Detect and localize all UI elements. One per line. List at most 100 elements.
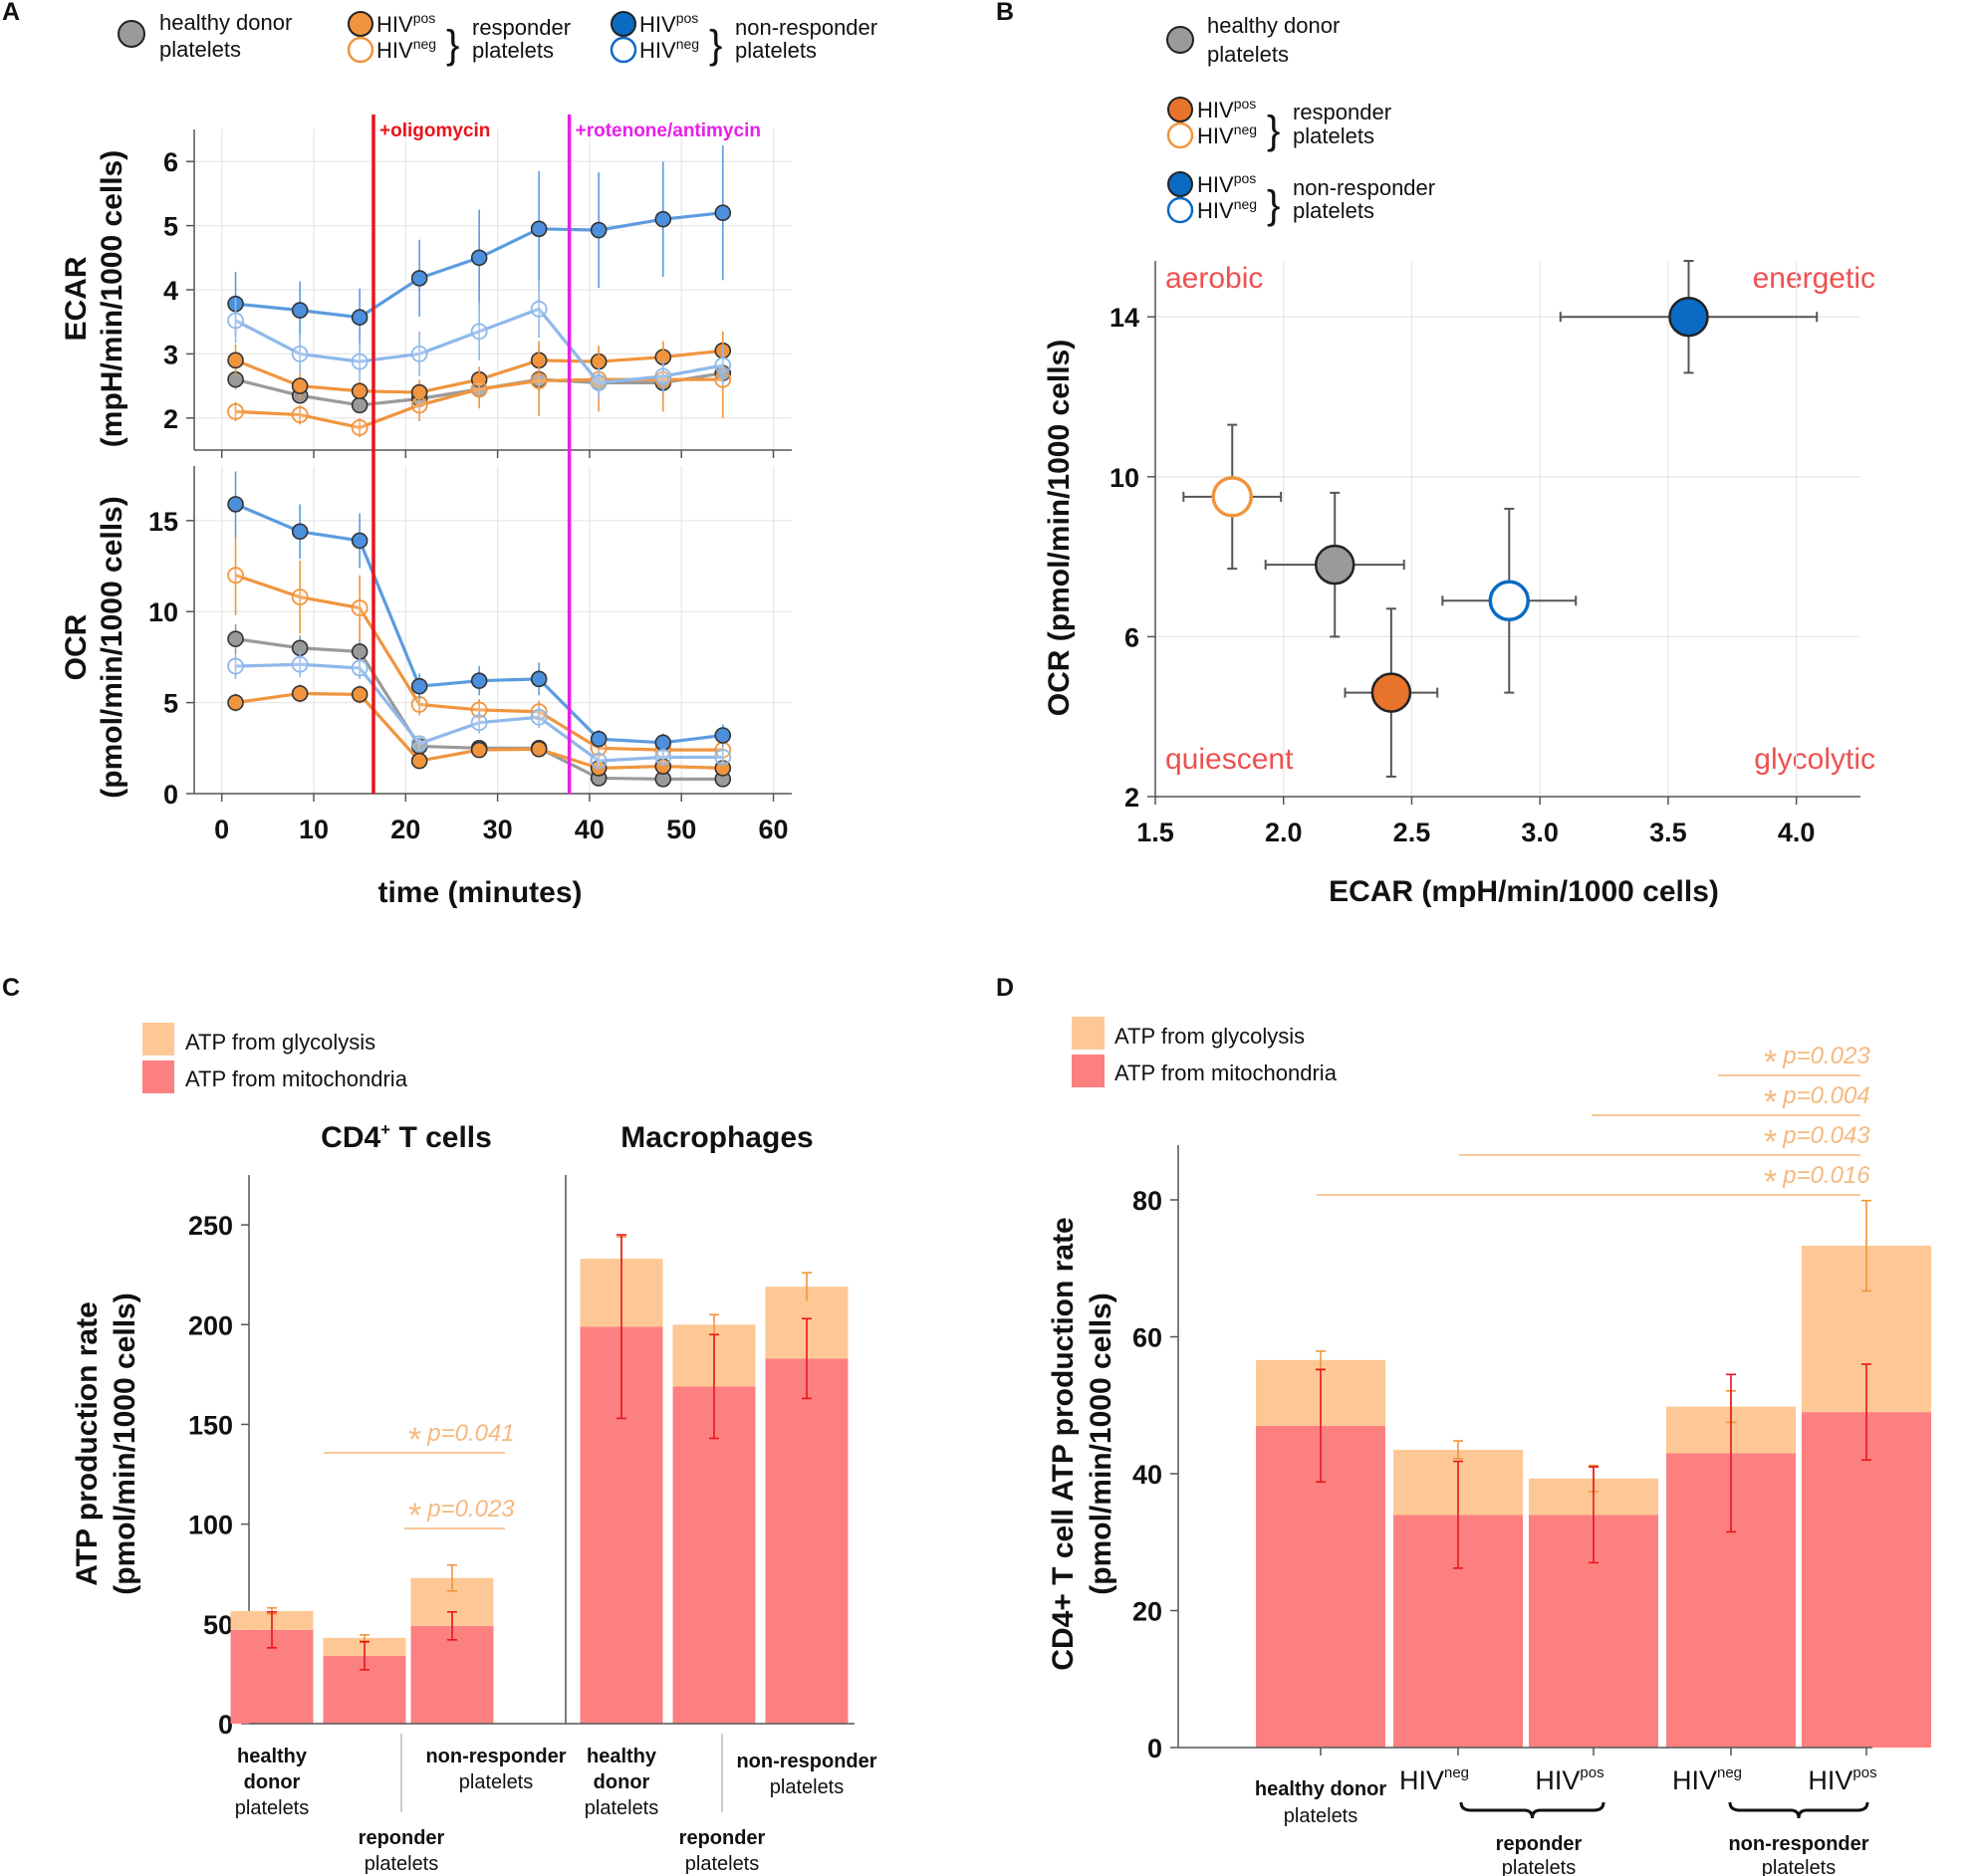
b-ytick-label: 6 (1124, 622, 1139, 652)
c-ytick-label: 0 (218, 1710, 233, 1740)
a1-point (654, 367, 672, 385)
legend-healthy-line2: platelets (159, 37, 241, 62)
a1-ytick-label: 3 (163, 340, 178, 369)
b-point (1488, 580, 1531, 622)
sig-pvalue: p=0.043 (1782, 1122, 1870, 1149)
panel-letter-b: B (996, 0, 1014, 26)
b-ylabel: OCR (pmol/min/1000 cells) (1043, 340, 1076, 716)
c-cat-reponder-2: platelets (365, 1853, 439, 1875)
b-point (1370, 672, 1412, 713)
legend-responder-line2: platelets (472, 38, 554, 63)
a2-point (470, 672, 488, 689)
legend-b-healthy-line2: platelets (1207, 42, 1289, 67)
a1-point (410, 396, 428, 414)
legend-responder-pos-marker (348, 11, 373, 37)
legend-pos-sup: pos (676, 10, 699, 26)
d-cat-healthy-1: healthy donor (1255, 1778, 1386, 1800)
a2-point (291, 685, 309, 702)
d-cat-healthy-2: platelets (1284, 1805, 1358, 1827)
panel-c-group-macrophages: Macrophages (620, 1121, 813, 1154)
c-ylabel-line1: ATP production rate (71, 1301, 104, 1586)
a1-point (351, 419, 369, 436)
legend-brace: } (446, 23, 459, 67)
sig-star: * (1764, 1083, 1777, 1121)
sig-pvalue: p=0.023 (1782, 1043, 1870, 1069)
sig-pvalue: p=0.016 (1782, 1162, 1870, 1189)
a1-point (291, 377, 309, 394)
a2-point (291, 523, 309, 541)
a1-point (227, 352, 244, 369)
quadrant-aerobic: aerobic (1165, 262, 1263, 295)
a2-point (351, 686, 369, 703)
a2-point (410, 677, 428, 695)
a2-point (291, 588, 309, 605)
legend-brace: } (1267, 109, 1280, 152)
legend-b-responder-line1: responder (1293, 100, 1391, 124)
d-ytick-label: 40 (1132, 1460, 1162, 1490)
a2-point (530, 708, 548, 726)
a2-point (351, 643, 369, 660)
quadrant-glycolytic: glycolytic (1754, 743, 1875, 776)
legend-c-mito-label: ATP from mitochondria (185, 1066, 408, 1091)
legend-healthy-line1: healthy donor (159, 10, 292, 35)
d-cat-nonresp-1: non-responder (1728, 1833, 1868, 1855)
a1-ytick-label: 6 (163, 147, 178, 177)
legend-b-healthy-marker (1166, 26, 1194, 54)
a2-xtick-label: 50 (666, 815, 696, 844)
a1-point (227, 312, 244, 330)
legend-d-mito-label: ATP from mitochondria (1114, 1060, 1338, 1085)
a2-xtick-label: 10 (299, 815, 329, 844)
legend-b-nonresp-pos-marker (1167, 171, 1193, 197)
legend-b-nonresp-neg-marker (1166, 196, 1194, 224)
d-ylabel-line1: CD4+ T cell ATP production rate (1047, 1217, 1080, 1670)
a2-xtick-label: 30 (483, 815, 513, 844)
c-ytick-label: 50 (203, 1610, 233, 1640)
legend-b-nonresp-pos-text: HIVpos (1197, 170, 1256, 197)
sig-star: * (408, 1421, 421, 1459)
hiv-text: HIV (1535, 1765, 1580, 1795)
legend-pos-sup: pos (1234, 170, 1257, 186)
a1-point (714, 204, 732, 222)
a2-ylabel-line1: OCR (60, 613, 93, 680)
a1-point (410, 345, 428, 362)
panel-letter-c: C (2, 974, 20, 1002)
a1-ytick-label: 5 (163, 212, 178, 242)
c-sig-label: * p=0.023 (408, 1496, 515, 1534)
d-sig-label: * p=0.043 (1764, 1122, 1870, 1161)
a2-point (530, 740, 548, 758)
legend-nonresp-neg-marker (610, 36, 637, 64)
legend-responder-neg-text: HIVneg (376, 36, 436, 63)
legend-b-nonresp-line1: non-responder (1293, 175, 1435, 200)
a2-ytick-label: 0 (163, 780, 178, 810)
a2-point (714, 727, 732, 744)
panel-c-group-cd4: CD4+ T cells (321, 1120, 492, 1154)
c-cat-reponder-1: reponder (679, 1827, 766, 1849)
b-point (1668, 296, 1709, 338)
b-xtick-label: 3.5 (1649, 818, 1687, 847)
b-ytick-label: 2 (1124, 783, 1139, 813)
hiv-sup: pos (1580, 1764, 1603, 1781)
panel-a-legend: healthy donor platelets HIVpos HIVneg } … (118, 10, 877, 67)
a2-point (227, 657, 244, 675)
legend-nonresp-pos-marker (611, 11, 636, 37)
legend-nonresp-line2: platelets (735, 38, 817, 63)
c-cat-healthy-2: donor (594, 1771, 650, 1793)
b-point (1314, 544, 1355, 586)
a2-point (530, 670, 548, 688)
cd4-text: CD4 (321, 1121, 380, 1154)
legend-neg-sup: neg (1234, 121, 1257, 137)
d-cat-hiv: HIVneg (1672, 1764, 1742, 1795)
d-cat-reponder-2: platelets (1502, 1857, 1577, 1876)
chart-a-ocr: 0 5 10 15 0 10 20 30 40 50 60 +oligomycin +rotenone/… (148, 115, 792, 844)
b-ytick-label: 14 (1109, 303, 1139, 333)
legend-nonresp-line1: non-responder (735, 15, 877, 40)
quadrant-energetic: energetic (1753, 262, 1875, 295)
legend-b-responder-neg-marker (1166, 121, 1194, 149)
c-cat-nonresp-2: platelets (770, 1776, 845, 1798)
legend-d-mito-swatch (1072, 1055, 1105, 1087)
c-bar-mito (410, 1625, 494, 1724)
panel-letter-a: A (2, 0, 20, 26)
legend-b-nonresp-neg-text: HIVneg (1197, 196, 1257, 223)
b-xtick-label: 3.0 (1521, 818, 1559, 847)
